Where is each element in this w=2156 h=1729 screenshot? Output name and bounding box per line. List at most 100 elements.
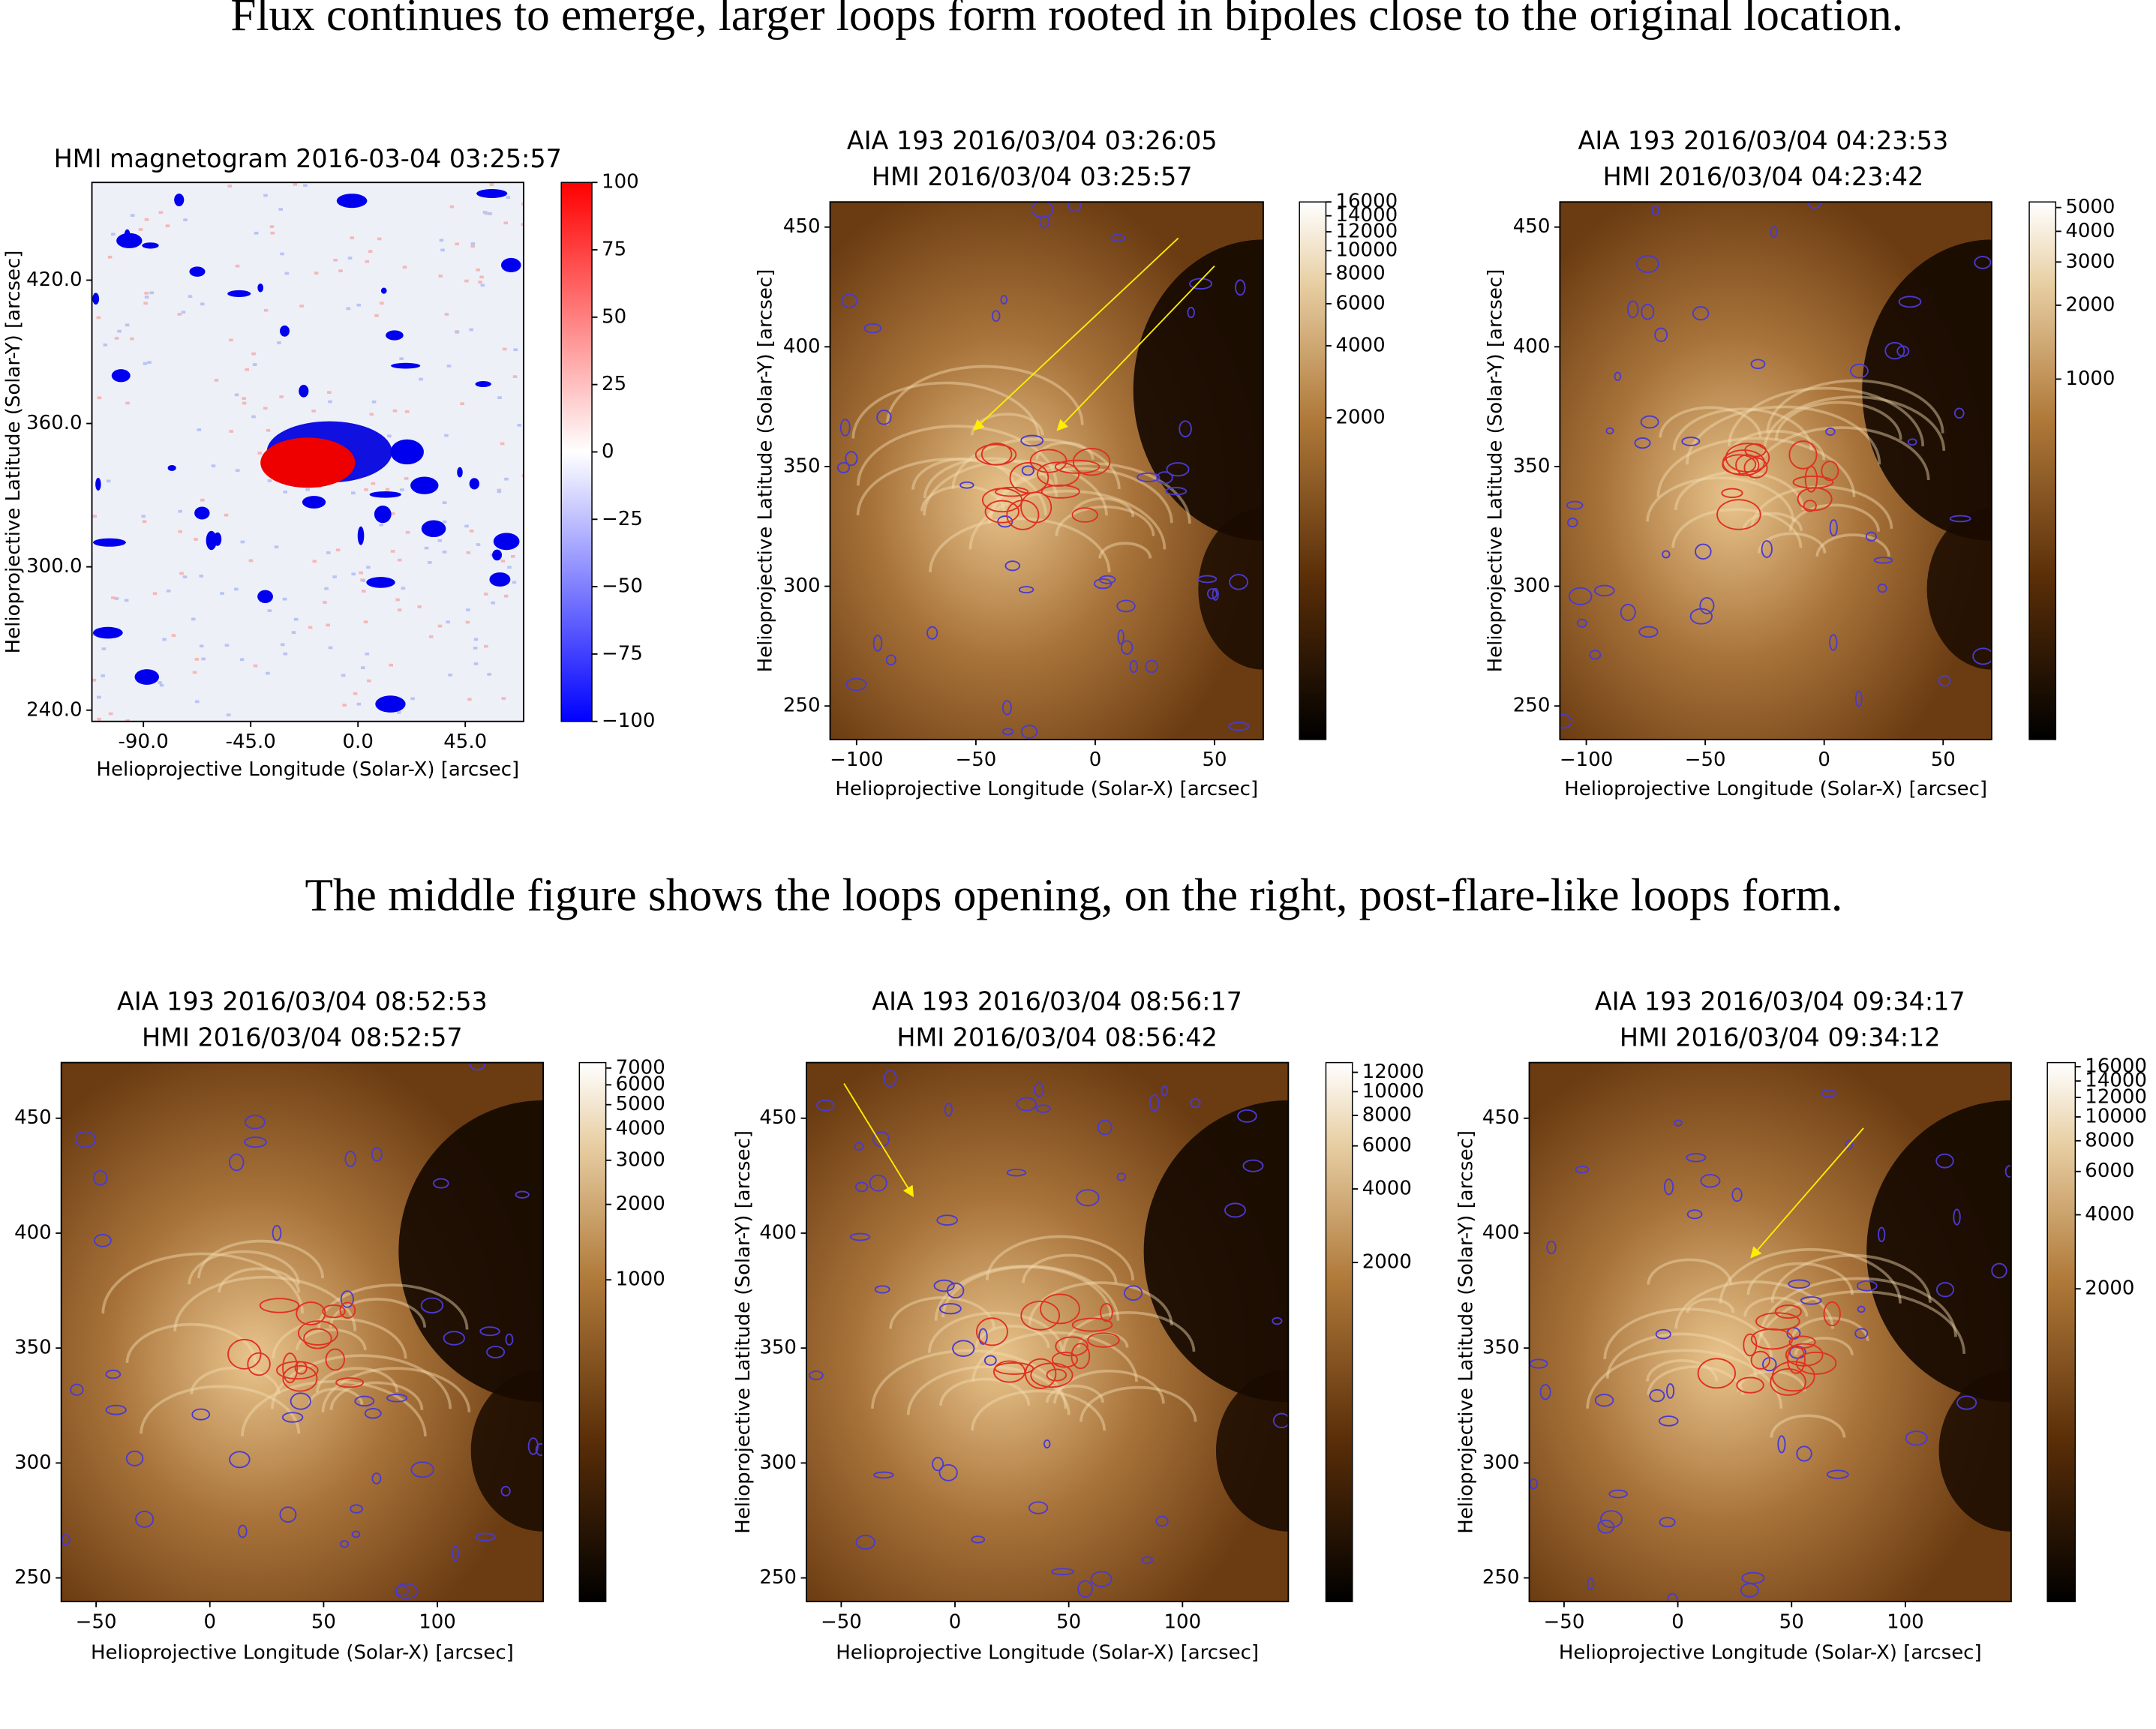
y-tick-label: 250: [1513, 695, 1551, 717]
blob: [260, 437, 355, 488]
noise: [314, 272, 319, 275]
noise: [471, 242, 476, 245]
blob: [92, 293, 99, 305]
noise: [379, 524, 383, 527]
noise: [284, 653, 288, 656]
noise: [236, 469, 240, 472]
noise: [365, 260, 369, 263]
blob: [93, 627, 123, 639]
noise: [497, 490, 502, 493]
blob: [410, 477, 438, 494]
noise: [484, 593, 488, 596]
noise: [324, 587, 329, 590]
noise: [147, 361, 152, 364]
noise: [308, 626, 313, 629]
blob: [381, 287, 387, 293]
colorbar-tick-label: 6000: [2085, 1160, 2134, 1182]
noise: [334, 259, 338, 262]
noise: [125, 323, 130, 326]
noise: [139, 228, 143, 231]
blob: [302, 496, 326, 509]
noise: [293, 183, 298, 186]
noise: [374, 314, 379, 317]
colorbar: [2047, 1063, 2075, 1602]
noise: [406, 531, 410, 534]
noise: [372, 401, 377, 404]
noise: [511, 555, 515, 558]
noise: [481, 284, 485, 287]
noise: [460, 402, 464, 405]
y-tick-label: 300: [1513, 575, 1551, 597]
y-tick-label: 400: [783, 335, 821, 358]
noise: [285, 272, 290, 275]
blob: [280, 326, 290, 337]
noise: [447, 365, 452, 368]
noise: [348, 257, 353, 260]
noise: [419, 378, 423, 381]
colorbar-tick-label: 8000: [2085, 1129, 2134, 1151]
x-tick-label: −50: [76, 1610, 117, 1633]
noise: [464, 280, 469, 283]
caption: The middle figure shows the loops openin…: [305, 869, 1843, 920]
noise: [466, 551, 470, 554]
noise: [342, 704, 347, 707]
noise: [125, 402, 130, 405]
colorbar: [1299, 202, 1326, 740]
colorbar: [579, 1063, 605, 1602]
noise: [160, 684, 164, 687]
blob: [257, 284, 263, 293]
colorbar-tick-label: 8000: [1335, 263, 1385, 285]
noise: [326, 624, 330, 627]
noise: [254, 232, 259, 235]
noise: [386, 488, 390, 491]
noise: [224, 514, 229, 517]
noise: [362, 590, 366, 593]
noise: [264, 309, 269, 312]
panel: AIA 193 2016/03/04 04:23:53HMI 2016/03/0…: [1484, 126, 2121, 800]
blob: [476, 189, 507, 198]
colorbar-tick-label: 8000: [1362, 1103, 1412, 1126]
noise: [503, 348, 507, 351]
noise: [440, 239, 444, 242]
y-axis-label: Helioprojective Latitude (Solar-Y) [arcs…: [732, 1130, 755, 1534]
panel-title: AIA 193 2016/03/04 03:26:05: [847, 126, 1218, 155]
noise: [491, 602, 495, 605]
noise: [201, 658, 206, 661]
noise: [178, 313, 182, 316]
noise: [512, 581, 517, 584]
colorbar-tick-label: 2000: [616, 1193, 665, 1215]
blob: [194, 507, 209, 520]
noise: [488, 212, 492, 215]
page: {"captions":["Flux continues to emerge, …: [0, 0, 2156, 1729]
noise: [166, 224, 170, 227]
colorbar-tick-label: 6000: [1335, 292, 1385, 314]
colorbar-tick-label: 5000: [616, 1093, 665, 1115]
noise: [227, 713, 231, 716]
y-tick-label: 250: [1482, 1566, 1520, 1589]
noise: [101, 674, 105, 677]
noise: [380, 302, 384, 305]
x-tick-label: 0: [1671, 1610, 1684, 1633]
blob: [93, 539, 126, 547]
noise: [487, 673, 491, 676]
noise: [97, 317, 101, 320]
noise: [361, 666, 365, 669]
noise: [249, 560, 254, 563]
noise: [323, 601, 327, 604]
colorbar-tick-label: 0: [602, 440, 614, 463]
colorbar-tick-label: −50: [602, 575, 643, 598]
x-tick-label: -45.0: [226, 731, 276, 753]
x-tick-label: 50: [1779, 1610, 1804, 1633]
noise: [474, 662, 479, 665]
x-axis-label: Helioprojective Longitude (Solar-X) [arc…: [96, 758, 519, 781]
noise: [191, 618, 196, 621]
noise: [356, 304, 361, 307]
noise: [476, 543, 481, 546]
y-tick-label: 350: [1482, 1337, 1520, 1359]
noise: [268, 609, 272, 612]
blob: [174, 194, 184, 206]
noise: [483, 211, 488, 214]
colorbar-tick-label: 2000: [1362, 1251, 1412, 1274]
noise: [125, 599, 129, 602]
y-axis-label: Helioprojective Latitude (Solar-Y) [arcs…: [1484, 269, 1506, 673]
